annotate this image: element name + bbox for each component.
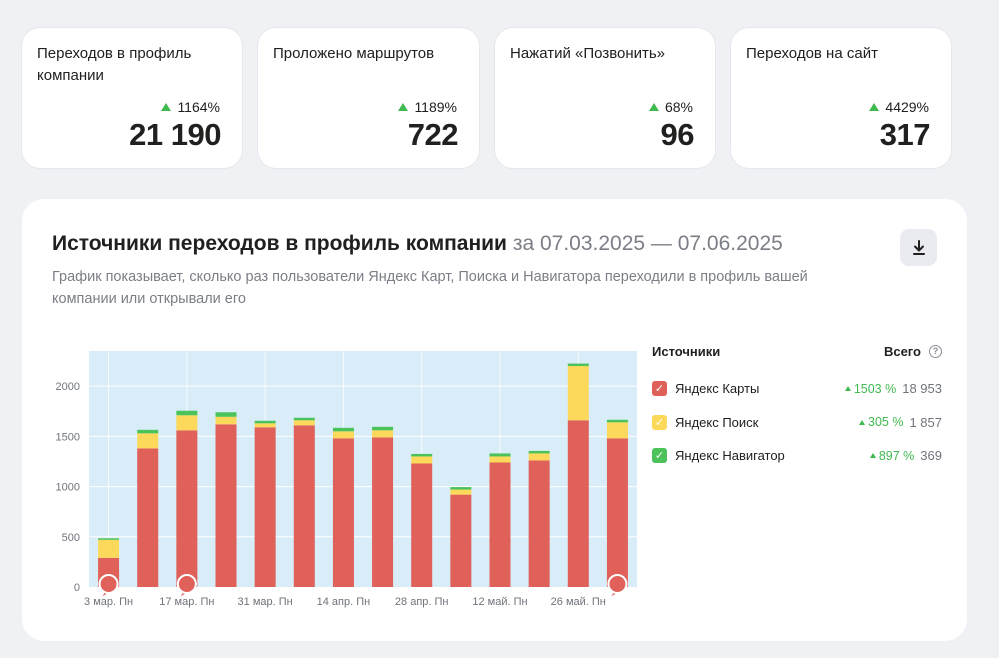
x-tick-label: 28 апр. Пн: [395, 596, 449, 608]
bar-segment-maps: [293, 425, 315, 587]
x-tick-label: 14 апр. Пн: [317, 596, 371, 608]
bar-segment-navigator: [411, 453, 433, 457]
panel-description: График показывает, сколько раз пользоват…: [52, 269, 808, 307]
bar-segment-maps: [567, 420, 589, 587]
download-icon: [912, 239, 925, 255]
question-icon[interactable]: ?: [929, 344, 942, 358]
bar-segment-search: [489, 456, 511, 463]
up-arrow-icon: [161, 103, 172, 111]
bar-segment-maps: [254, 427, 276, 587]
kpi-card-profile-visits[interactable]: Переходов в профиль компании 1164% 21 19…: [22, 28, 242, 168]
bar-segment-search: [450, 489, 472, 495]
legend-item-navigator[interactable]: ✓ Яндекс Навигатор 897 % 369: [652, 439, 942, 473]
bar-segment-maps: [411, 463, 433, 587]
y-tick-label: 1000: [56, 482, 80, 494]
kpi-card-site-visits[interactable]: Переходов на сайт 4429% 317: [731, 28, 951, 168]
kpi-value: 96: [660, 117, 695, 152]
y-tick-label: 500: [62, 532, 80, 544]
bar-segment-search: [567, 366, 589, 421]
x-tick-label: 3 мар. Пн: [84, 596, 133, 608]
kpi-value: 317: [879, 117, 931, 152]
sources-panel: Источники переходов в профиль компании з…: [22, 199, 967, 641]
bar-segment-maps: [137, 448, 159, 587]
bar-segment-search: [137, 433, 159, 449]
legend-item-search[interactable]: ✓ Яндекс Поиск 305 % 1 857: [652, 406, 942, 440]
bar-segment-search: [293, 420, 315, 426]
x-tick-label: 31 мар. Пн: [238, 596, 293, 608]
kpi-title: Переходов в профиль компании: [37, 45, 192, 84]
bar-segment-navigator: [176, 410, 198, 416]
event-marker-icon: [98, 574, 119, 594]
bar-segment-maps: [372, 437, 394, 587]
bar-segment-search: [606, 422, 628, 439]
bar-segment-navigator: [254, 420, 276, 424]
kpi-title: Нажатий «Позвонить»: [510, 45, 666, 62]
kpi-delta: 4429%: [869, 99, 929, 115]
bar-segment-search: [215, 416, 237, 425]
bar-segment-navigator: [137, 429, 159, 434]
y-tick-label: 0: [74, 582, 80, 594]
bar-segment-maps: [528, 460, 550, 587]
up-arrow-icon: [859, 419, 865, 425]
y-tick-label: 1500: [56, 431, 80, 443]
bar-segment-search: [254, 423, 276, 428]
legend-item-maps[interactable]: ✓ Яндекс Карты 1503 % 18 953: [652, 372, 942, 406]
checkbox-icon[interactable]: ✓: [652, 448, 667, 464]
bar-segment-navigator: [606, 419, 628, 423]
bar-segment-maps: [332, 438, 354, 587]
bar-segment-navigator: [489, 453, 511, 457]
checkbox-icon[interactable]: ✓: [652, 381, 667, 397]
bar-segment-search: [411, 456, 433, 464]
bar-segment-navigator: [372, 426, 394, 431]
bar-segment-navigator: [528, 450, 550, 454]
up-arrow-icon: [398, 103, 409, 111]
up-arrow-icon: [844, 386, 851, 392]
up-arrow-icon: [648, 103, 659, 111]
event-marker-icon: [607, 574, 628, 594]
kpi-delta: 1189%: [398, 99, 457, 115]
event-marker-icon: [176, 574, 197, 594]
up-arrow-icon: [869, 453, 876, 459]
bar-segment-navigator: [293, 417, 315, 421]
bar-segment-maps: [176, 430, 198, 587]
bar-segment-navigator: [98, 538, 120, 540]
kpi-title: Проложено маршрутов: [273, 45, 435, 62]
legend-header-total: Всего: [883, 343, 921, 359]
x-tick-label: 26 май. Пн: [551, 596, 606, 608]
bar-segment-search: [528, 453, 550, 461]
kpi-value: 21 190: [129, 117, 221, 152]
bar-segment-maps: [606, 438, 628, 587]
stacked-bar-chart: 0 500 1000 1500 2000 3 мар. Пн 17 мар. Пн 31 ма…: [56, 351, 637, 608]
bar-segment-navigator: [450, 487, 472, 490]
up-arrow-icon: [869, 103, 880, 111]
legend-header-label: Источники: [652, 343, 721, 359]
kpi-card-routes[interactable]: Проложено маршрутов 1189% 722: [258, 28, 479, 168]
bar-segment-navigator: [215, 412, 237, 417]
checkbox-icon[interactable]: ✓: [652, 414, 667, 430]
download-button[interactable]: [900, 229, 937, 266]
bar-segment-maps: [450, 494, 472, 587]
legend: Источники Всего? ✓ Яндекс Карты 1503 % 1…: [652, 339, 942, 473]
y-tick-label: 2000: [56, 381, 80, 393]
legend-header: Источники Всего?: [652, 339, 942, 363]
x-tick-label: 17 мар. Пн: [159, 596, 214, 608]
kpi-delta: 1164%: [161, 99, 220, 115]
bar-segment-navigator: [567, 363, 589, 367]
bar-segment-maps: [489, 462, 511, 587]
bar-segment-search: [372, 430, 394, 438]
period-label: за 07.03.2025 — 07.06.2025: [512, 232, 783, 255]
bar-segment-navigator: [332, 427, 354, 432]
bar-segment-search: [176, 415, 198, 431]
kpi-delta: 68%: [648, 99, 693, 115]
kpi-value: 722: [407, 117, 459, 152]
x-tick-label: 12 май. Пн: [472, 596, 527, 608]
bar-segment-search: [98, 539, 120, 558]
kpi-title: Переходов на сайт: [746, 45, 878, 62]
bar-segment-search: [332, 431, 354, 439]
kpi-card-calls[interactable]: Нажатий «Позвонить» 68% 96: [495, 28, 715, 168]
bar-segment-maps: [215, 424, 237, 587]
panel-title: Источники переходов в профиль компании з…: [52, 232, 783, 255]
